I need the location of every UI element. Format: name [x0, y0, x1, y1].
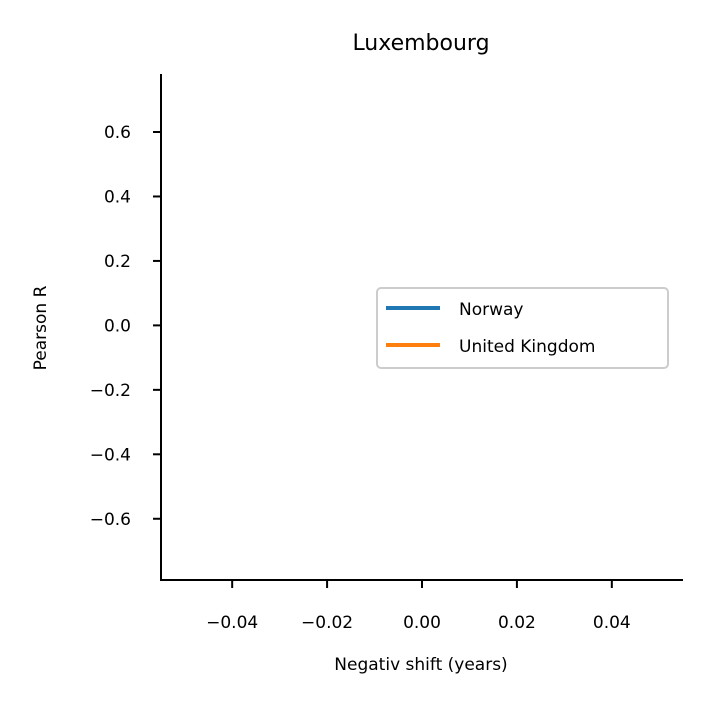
legend-label-norway: Norway — [459, 300, 524, 320]
y-tick-label: −0.4 — [90, 445, 131, 465]
y-tick-label: 0.4 — [104, 187, 131, 207]
y-tick-label: −0.2 — [90, 381, 131, 401]
x-tick-label: 0.00 — [403, 613, 441, 633]
y-axis-label: Pearson R — [31, 285, 51, 370]
legend-frame — [376, 287, 669, 369]
y-tick-label: 0.0 — [104, 316, 131, 336]
legend: Norway United Kingdom — [376, 287, 669, 369]
chart-title: Luxembourg — [352, 31, 489, 56]
y-tick-label: 0.2 — [104, 252, 131, 272]
x-tick-label: −0.02 — [301, 613, 353, 633]
x-axis-label: Negativ shift (years) — [334, 655, 507, 675]
legend-label-united-kingdom: United Kingdom — [459, 337, 595, 357]
y-tick-label: 0.6 — [104, 123, 131, 143]
x-tick-label: 0.04 — [593, 613, 631, 633]
y-ticks: 0.6 0.4 0.2 0.0 −0.2 −0.4 −0.6 — [90, 123, 161, 530]
x-ticks: −0.04 −0.02 0.00 0.02 0.04 — [206, 580, 631, 633]
x-tick-label: −0.04 — [206, 613, 258, 633]
y-tick-label: −0.6 — [90, 510, 131, 530]
x-tick-label: 0.02 — [498, 613, 536, 633]
